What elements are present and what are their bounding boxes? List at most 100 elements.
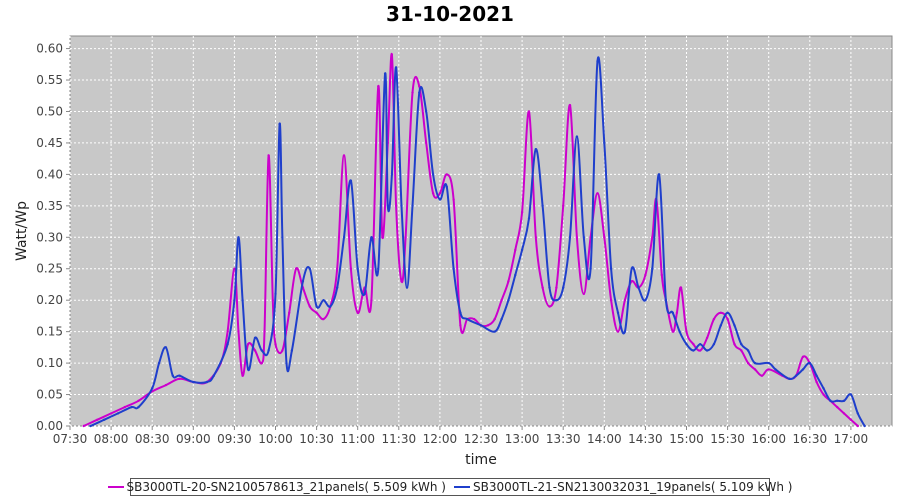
data-point-1 — [226, 330, 229, 333]
data-point-2 — [164, 346, 168, 349]
data-point-2 — [753, 361, 757, 365]
legend-item-2: SB3000TL-21-SN2130032031_19panels( 5.109… — [454, 480, 792, 494]
x-tick-label: 09:00 — [176, 432, 211, 446]
data-point-2 — [370, 236, 373, 239]
data-point-2 — [431, 173, 435, 176]
data-point-2 — [425, 110, 428, 113]
data-point-2 — [507, 299, 510, 302]
data-point-2 — [400, 204, 403, 207]
data-point-1 — [241, 374, 244, 377]
data-point-2 — [493, 330, 496, 333]
legend-swatch-1 — [107, 486, 124, 488]
x-tick-label: 07:30 — [53, 432, 88, 446]
data-point-2 — [116, 412, 120, 415]
data-point-1 — [849, 418, 853, 421]
data-point-1 — [671, 330, 674, 333]
data-point-2 — [596, 60, 599, 63]
data-point-2 — [842, 399, 846, 402]
data-point-2 — [192, 380, 195, 384]
data-point-2 — [336, 286, 339, 289]
x-tick-label: 14:00 — [587, 432, 622, 446]
data-point-2 — [856, 412, 859, 415]
data-point-2 — [103, 418, 106, 421]
data-point-2 — [315, 305, 318, 308]
data-point-1 — [842, 412, 846, 415]
data-point-1 — [582, 292, 585, 296]
data-point-1 — [82, 424, 85, 428]
data-point-2 — [609, 267, 613, 270]
x-axis: 07:30 08:00 08:30 09:00 09:30 10:00 10:30 11:00… — [53, 426, 868, 446]
data-point-1 — [856, 424, 859, 428]
data-point-1 — [123, 405, 127, 409]
data-point-2 — [377, 267, 380, 270]
data-point-1 — [404, 236, 407, 239]
data-point-2 — [582, 236, 585, 239]
data-point-1 — [679, 286, 683, 289]
x-tick-label: 10:30 — [299, 432, 334, 446]
data-point-2 — [500, 317, 503, 321]
data-point-1 — [733, 343, 736, 346]
data-point-2 — [863, 424, 866, 428]
y-tick-label: 0.35 — [36, 199, 63, 213]
y-tick-label: 0.25 — [36, 262, 63, 276]
data-point-2 — [241, 299, 244, 302]
data-point-1 — [685, 330, 688, 333]
data-point-2 — [445, 185, 448, 189]
data-point-1 — [342, 154, 346, 157]
data-point-1 — [246, 343, 250, 346]
data-point-2 — [205, 380, 209, 384]
legend-swatch-2 — [454, 486, 470, 488]
data-point-1 — [520, 210, 524, 214]
y-axis-title: Watt/Wp — [14, 201, 30, 261]
data-point-1 — [675, 311, 679, 314]
data-point-1 — [507, 280, 510, 283]
x-tick-label: 11:30 — [382, 432, 417, 446]
y-tick-label: 0.15 — [36, 325, 63, 339]
data-point-2 — [746, 349, 750, 352]
data-point-2 — [616, 311, 620, 314]
plot-area — [69, 35, 893, 427]
data-point-1 — [178, 377, 181, 380]
data-point-2 — [281, 236, 284, 239]
data-point-2 — [733, 324, 736, 327]
data-point-2 — [322, 299, 325, 302]
data-point-2 — [541, 204, 544, 207]
data-point-2 — [774, 368, 777, 371]
data-point-2 — [623, 330, 627, 333]
data-point-1 — [651, 236, 654, 239]
data-point-1 — [281, 349, 284, 352]
data-point-2 — [411, 204, 414, 207]
data-point-1 — [822, 393, 825, 396]
data-point-2 — [151, 387, 154, 390]
data-point-1 — [760, 374, 764, 377]
data-point-2 — [822, 387, 825, 390]
data-point-1 — [425, 141, 428, 145]
data-point-1 — [356, 311, 359, 314]
series-layer — [82, 52, 866, 428]
data-point-1 — [746, 361, 750, 365]
data-point-2 — [390, 173, 394, 176]
x-tick-label: 08:30 — [135, 432, 170, 446]
data-point-2 — [274, 292, 277, 296]
chart-title: 31-10-2021 — [386, 2, 514, 26]
data-point-2 — [767, 361, 770, 365]
data-point-1 — [315, 311, 318, 314]
data-point-2 — [260, 349, 263, 352]
data-point-2 — [308, 267, 311, 270]
data-point-1 — [438, 192, 442, 195]
data-point-1 — [267, 154, 270, 157]
y-tick-label: 0.05 — [36, 388, 63, 402]
x-tick-label: 09:30 — [217, 432, 252, 446]
data-point-2 — [651, 267, 654, 270]
data-point-1 — [288, 311, 291, 314]
data-point-1 — [274, 343, 277, 346]
data-point-1 — [411, 91, 414, 94]
data-point-1 — [623, 299, 627, 302]
data-point-1 — [699, 349, 702, 352]
data-point-2 — [712, 343, 716, 346]
x-tick-label: 11:00 — [340, 432, 375, 446]
data-point-1 — [500, 299, 503, 302]
data-point-2 — [171, 374, 174, 377]
y-tick-label: 0.20 — [36, 293, 63, 307]
data-point-2 — [589, 267, 592, 270]
